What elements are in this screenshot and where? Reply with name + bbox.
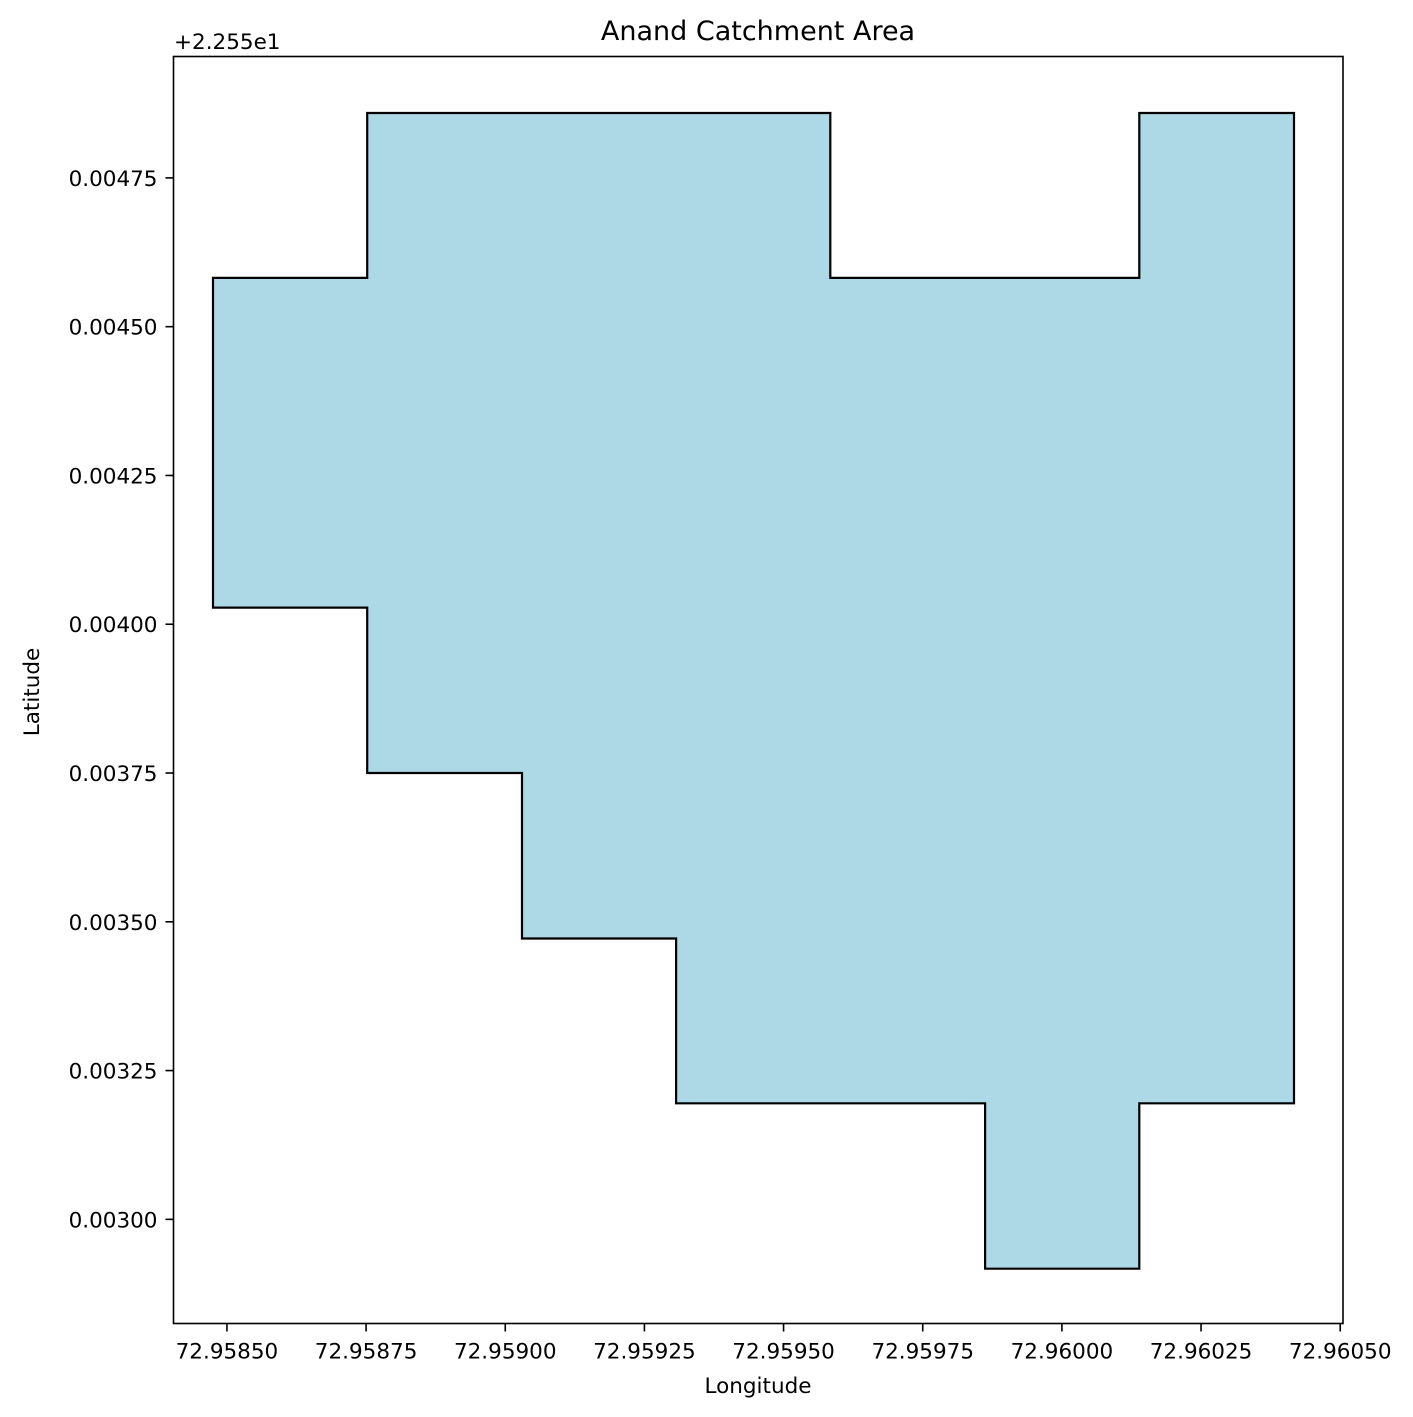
x-tick-label: 72.95975	[871, 1340, 974, 1365]
x-tick-label: 72.96025	[1150, 1340, 1253, 1365]
x-tick-label: 72.95900	[454, 1340, 557, 1365]
x-axis-label: Longitude	[705, 1374, 812, 1399]
x-tick-label: 72.95950	[732, 1340, 835, 1365]
y-axis-label: Latitude	[20, 648, 45, 737]
catchment-polygon	[211, 111, 1296, 1270]
y-axis: 0.00300 0.00325 0.00350 0.00375 0.00400 0.004…	[69, 167, 174, 1233]
chart-title: Anand Catchment Area	[601, 16, 915, 47]
x-tick-label: 72.96050	[1289, 1340, 1392, 1365]
x-axis: 72.95850 72.95875 72.95900 72.95925 72.95950…	[176, 1323, 1392, 1365]
y-tick-label: 0.00425	[69, 464, 158, 489]
y-offset-label: +2.255e1	[174, 30, 280, 55]
y-tick-label: 0.00350	[69, 911, 158, 936]
y-tick-label: 0.00450	[69, 316, 158, 341]
x-tick-label: 72.95925	[593, 1340, 696, 1365]
x-tick-label: 72.96000	[1011, 1340, 1114, 1365]
axes-frame	[172, 55, 1344, 1325]
x-tick-label: 72.95875	[315, 1340, 418, 1365]
y-tick-label: 0.00475	[69, 167, 158, 192]
x-tick-label: 72.95850	[176, 1340, 279, 1365]
y-tick-label: 0.00400	[69, 613, 158, 638]
y-tick-label: 0.00375	[69, 762, 158, 787]
y-tick-label: 0.00325	[69, 1060, 158, 1085]
y-tick-label: 0.00300	[69, 1208, 158, 1233]
